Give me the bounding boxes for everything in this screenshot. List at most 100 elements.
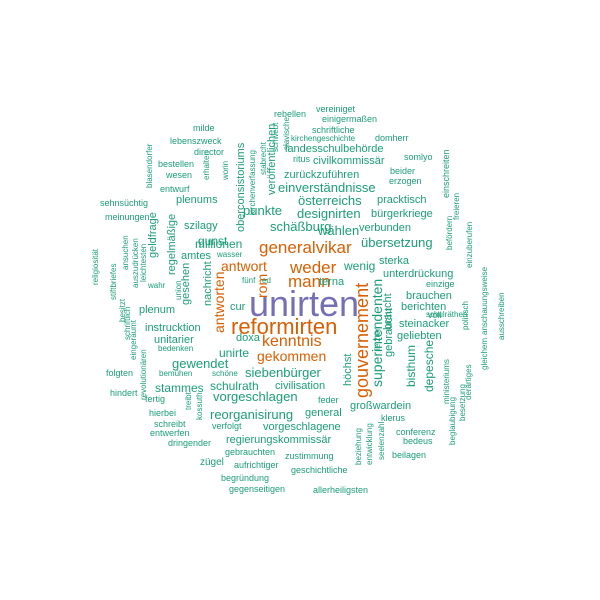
word: österreichs: [298, 193, 362, 208]
word: klerus: [381, 413, 406, 423]
word: slavische: [282, 117, 291, 150]
word: regelmäßige: [166, 213, 178, 275]
word: kirchengeschichte: [291, 134, 356, 143]
word: höchst: [342, 353, 354, 386]
word: erhalten: [202, 151, 211, 180]
word: reorganisirung: [210, 407, 294, 422]
word: befördern: [445, 215, 454, 250]
word: gunst: [198, 234, 228, 248]
word: nachricht: [202, 261, 214, 306]
word: ausschreiben: [497, 292, 506, 340]
word: fünf: [242, 276, 256, 285]
word: aufrichtiger: [234, 460, 279, 470]
word: bisthum: [404, 344, 418, 387]
word: kirchenverfassung: [248, 150, 257, 215]
word: gebraucht: [383, 308, 395, 357]
word: einzuberufen: [465, 221, 474, 268]
word: sehnsüchtig: [100, 198, 149, 208]
word: leichtesten: [139, 243, 148, 282]
word: ed: [262, 276, 271, 285]
word: landesschulbehörde: [285, 143, 384, 155]
word: domherr: [375, 133, 409, 143]
word: milde: [193, 123, 215, 133]
word: vorgeschlagen: [213, 389, 298, 404]
word: anschauungsweise: [480, 266, 489, 335]
word: derartiges: [464, 364, 473, 400]
word: seelenzahl: [377, 421, 386, 460]
word: unirten: [249, 283, 360, 324]
word: union: [174, 280, 183, 300]
word: millionen: [195, 237, 243, 251]
word: unirte: [219, 346, 250, 360]
word: einverständnisse: [278, 180, 376, 195]
word: dringender: [168, 438, 212, 448]
word: generalvikar: [259, 238, 352, 257]
word: schulräthen: [426, 310, 468, 319]
word: regierungskommissär: [226, 434, 332, 446]
word: fertig: [145, 394, 166, 404]
word: amtes: [181, 250, 211, 262]
word: steinacker: [399, 318, 450, 330]
word: wählen: [318, 223, 360, 238]
word: revolutionären: [139, 349, 148, 400]
word: beider: [390, 166, 416, 176]
word: gewendet: [172, 356, 229, 371]
word: entwurf: [160, 184, 190, 194]
word: beglaubigung: [448, 396, 457, 445]
word: gekommen: [257, 348, 327, 364]
word: verbunden: [359, 222, 411, 234]
word: wahr: [148, 281, 166, 290]
word: einschreiten: [441, 149, 451, 198]
word: antworten: [211, 271, 227, 333]
word: hierbei: [149, 408, 177, 418]
word: stiftbriefes: [109, 263, 118, 300]
word: ritus: [293, 154, 311, 164]
word: designirten: [297, 206, 361, 221]
word: geschichtliche: [291, 465, 348, 475]
word: szilagy: [184, 220, 218, 232]
word: ansuchen: [121, 235, 130, 270]
word: allerheiligsten: [313, 485, 369, 495]
word: stammes: [155, 381, 204, 395]
word: bedenken: [158, 344, 194, 353]
word: vereiniget: [316, 104, 356, 114]
word: verfolgt: [212, 421, 242, 431]
word: wenig: [344, 259, 376, 273]
word: begründung: [221, 473, 270, 483]
word: general: [305, 407, 342, 419]
word: terna: [319, 276, 345, 288]
word: folgten: [106, 368, 134, 378]
word: veröffentlichen: [266, 123, 278, 195]
word: entwerfen: [150, 428, 190, 438]
word: schulrath: [210, 379, 259, 393]
word: freieren: [452, 192, 461, 220]
word: weder: [290, 258, 337, 277]
word: bestellen: [158, 159, 195, 169]
word: gegenseitigen: [229, 484, 286, 494]
word: worin: [221, 160, 230, 180]
word: blasendorfer: [145, 143, 154, 188]
word: unterdrückung: [383, 268, 454, 280]
word: meinungen: [105, 212, 150, 222]
word: großwardein: [350, 400, 412, 412]
word: zustimmung: [285, 451, 334, 461]
word: zurückzuführen: [284, 169, 360, 181]
word: rebellen: [274, 109, 307, 119]
word: bürgerkriege: [371, 208, 433, 220]
word: bemühen: [159, 369, 193, 378]
word: mann: [288, 272, 331, 291]
word: bedeus: [403, 436, 433, 446]
word: pracktisch: [377, 194, 427, 206]
word: somlyo: [404, 152, 433, 162]
word: director: [194, 147, 225, 157]
word: berichten: [401, 301, 447, 313]
word: treibt: [184, 392, 193, 410]
word: unitarier: [154, 334, 194, 346]
word: voll: [428, 310, 442, 320]
word: plenums: [176, 194, 218, 206]
word: oberconsistoriums: [235, 142, 247, 232]
word: gleichem: [480, 337, 489, 370]
word: antwort: [221, 258, 267, 274]
word: schöne: [212, 369, 238, 378]
